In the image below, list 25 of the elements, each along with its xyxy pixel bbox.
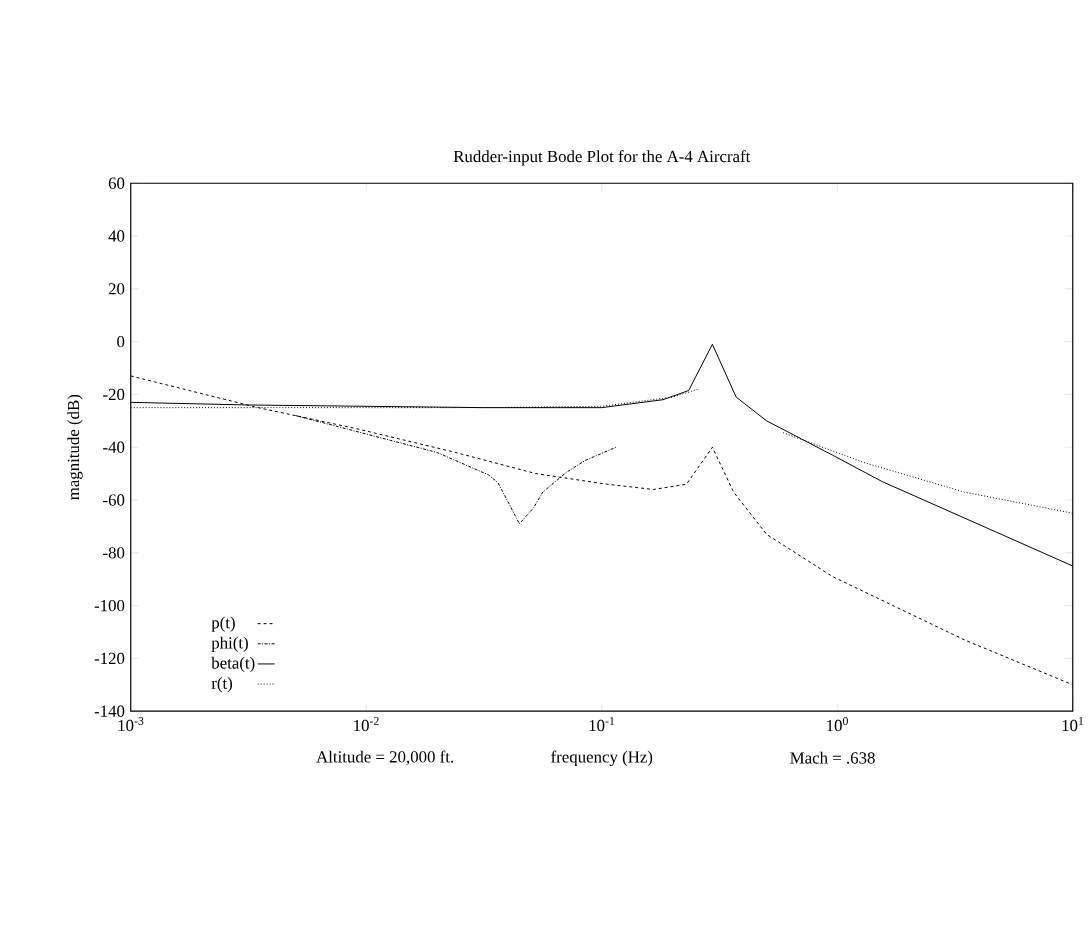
chart-title: Rudder-input Bode Plot for the A-4 Aircraft [453, 150, 751, 166]
x-tick-label: 10$^{1}$ [1062, 717, 1084, 732]
legend-label: p(t) [211, 616, 235, 632]
y-tick-label: -140 [94, 705, 125, 717]
y-tick-label: -20 [103, 388, 125, 401]
x-axis-title: frequency (Hz) [551, 750, 653, 767]
y-tick-label: -60 [103, 494, 125, 506]
text: Mach = .638 [790, 751, 875, 764]
y-tick-label: 60 [108, 177, 125, 189]
legend-label: phi(t) [211, 636, 248, 652]
x-tick-label: 10$^{-2}$ [354, 717, 379, 732]
y-tick-label: -100 [94, 599, 125, 612]
x-tick-label: 10$^{-1}$ [589, 717, 615, 732]
y-tick-label: 20 [108, 283, 125, 295]
legend-label: r(t) [211, 677, 233, 693]
y-axis-title: magnitude (dB) [67, 394, 83, 500]
y-tick-label: 40 [108, 230, 125, 242]
x-tick-label: 10$^{-3}$ [118, 717, 144, 732]
legend-label: beta(t) [211, 656, 255, 673]
y-tick-label: 0 [117, 335, 125, 348]
y-tick-label: -40 [103, 441, 125, 453]
x-tick-label: 10$^{0}$ [827, 717, 848, 732]
y-tick-label: -80 [103, 547, 125, 559]
y-tick-label: -120 [94, 652, 125, 665]
text: Altitude = 20,000 ft. [316, 750, 454, 765]
